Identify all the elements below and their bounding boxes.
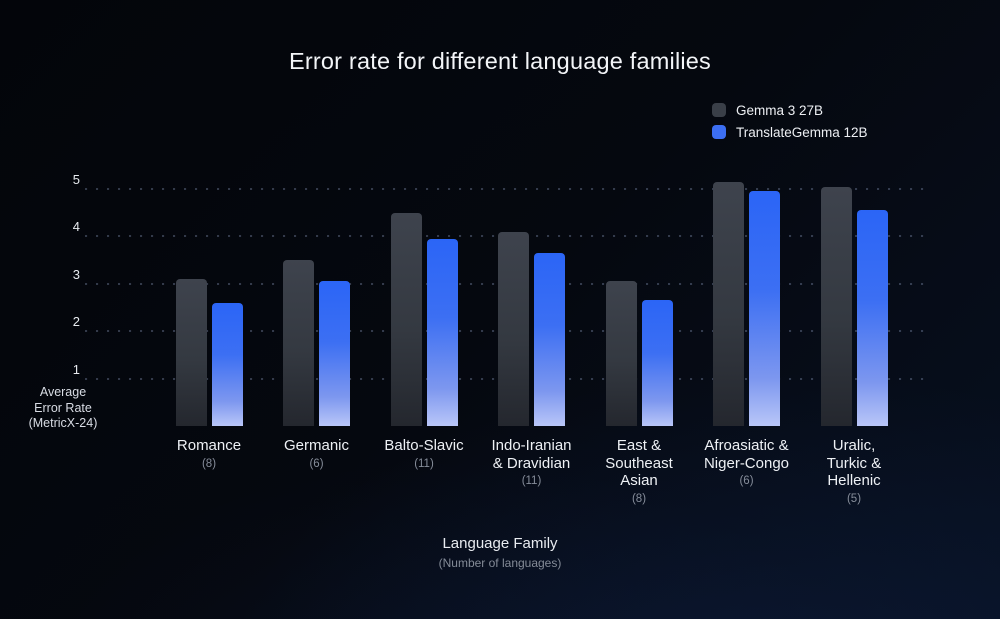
bar-translategemma-12b-balto-slavic [426, 238, 458, 426]
category-label-line: Asian [620, 472, 658, 489]
category-label-line: Balto-Slavic [384, 437, 464, 454]
gridline-y-5 [85, 188, 925, 190]
y-tick-label-4: 4 [72, 219, 80, 235]
bar-translategemma-12b-uralic-turkic-hellenic [856, 210, 888, 426]
bar-gemma-3-27b-east-southeast-asian [605, 281, 637, 426]
category-label-line: East & [616, 437, 662, 454]
y-tick-label-2: 2 [72, 314, 80, 330]
category-label-balto-slavic: Balto-Slavic (11) [354, 437, 494, 470]
y-tick-label-3: 3 [72, 266, 80, 282]
x-axis-title-main: Language Family [442, 535, 558, 552]
category-label-line: Hellenic [827, 472, 881, 489]
bar-gemma-3-27b-indo-iranian-dravidian [498, 231, 529, 426]
bar-translategemma-12b-indo-iranian-dravidian [534, 252, 565, 426]
y-axis-title-line: Error Rate [34, 400, 92, 415]
bar-gemma-3-27b-germanic [283, 260, 314, 426]
x-axis-title-sub: (Number of languages) [438, 556, 562, 570]
legend: Gemma 3 27B TranslateGemma 12B [712, 99, 868, 143]
category-label-line: Romance [176, 437, 242, 454]
legend-swatch-gemma-3-27b [712, 103, 726, 117]
category-label-line: Southeast [605, 454, 673, 472]
category-language-count: (8) [631, 492, 647, 505]
bar-gemma-3-27b-balto-slavic [390, 212, 422, 426]
category-label-indo-iranian-dravidian: Indo-Iranian & Dravidian (11) [462, 437, 602, 487]
category-label-line: Niger-Congo [703, 454, 790, 472]
bar-gemma-3-27b-afroasiatic-niger-congo [713, 181, 744, 426]
category-language-count: (11) [414, 457, 434, 470]
category-label-line: Turkic & [826, 454, 882, 472]
category-language-count: (6) [739, 475, 754, 487]
bar-translategemma-12b-germanic [319, 281, 350, 426]
category-language-count: (11) [521, 475, 542, 487]
bar-gemma-3-27b-romance [175, 279, 207, 426]
category-label-line: & Dravidian [492, 454, 571, 472]
category-language-count: (8) [201, 457, 217, 470]
category-label-afroasiatic-niger-congo: Afroasiatic & Niger-Congo (6) [677, 437, 817, 487]
x-axis-title: Language Family (Number of languages) [0, 535, 1000, 570]
category-label-uralic-turkic-hellenic: Uralic, Turkic & Hellenic (5) [784, 437, 924, 505]
y-tick-label-1: 1 [72, 361, 80, 377]
y-tick-label-5: 5 [72, 172, 80, 187]
category-label-east-southeast-asian: East & Southeast Asian (8) [569, 437, 709, 505]
y-axis-title: Average Error Rate (MetricX-24) [8, 385, 118, 432]
category-label-line: Germanic [283, 437, 350, 454]
bar-translategemma-12b-east-southeast-asian [641, 300, 673, 426]
legend-item-translategemma-12b: TranslateGemma 12B [712, 121, 868, 143]
category-language-count: (6) [309, 457, 324, 470]
legend-item-gemma-3-27b: Gemma 3 27B [712, 99, 868, 121]
chart-title: Error rate for different language famili… [288, 48, 712, 74]
category-label-romance: Romance (8) [139, 437, 279, 470]
category-label-line: Uralic, [832, 437, 876, 454]
legend-label: TranslateGemma 12B [736, 124, 868, 140]
y-axis-title-line: (MetricX-24) [28, 416, 98, 430]
category-label-line: Afroasiatic & [704, 437, 789, 454]
legend-label: Gemma 3 27B [736, 102, 824, 118]
bar-translategemma-12b-afroasiatic-niger-congo [749, 191, 780, 426]
category-label-line: Indo-Iranian [491, 437, 572, 454]
legend-swatch-translategemma-12b [712, 125, 726, 139]
bar-translategemma-12b-romance [211, 302, 243, 426]
y-axis-title-line: Average [39, 385, 87, 399]
category-label-germanic: Germanic (6) [247, 437, 387, 470]
bar-gemma-3-27b-uralic-turkic-hellenic [820, 186, 852, 426]
category-language-count: (5) [846, 492, 862, 505]
